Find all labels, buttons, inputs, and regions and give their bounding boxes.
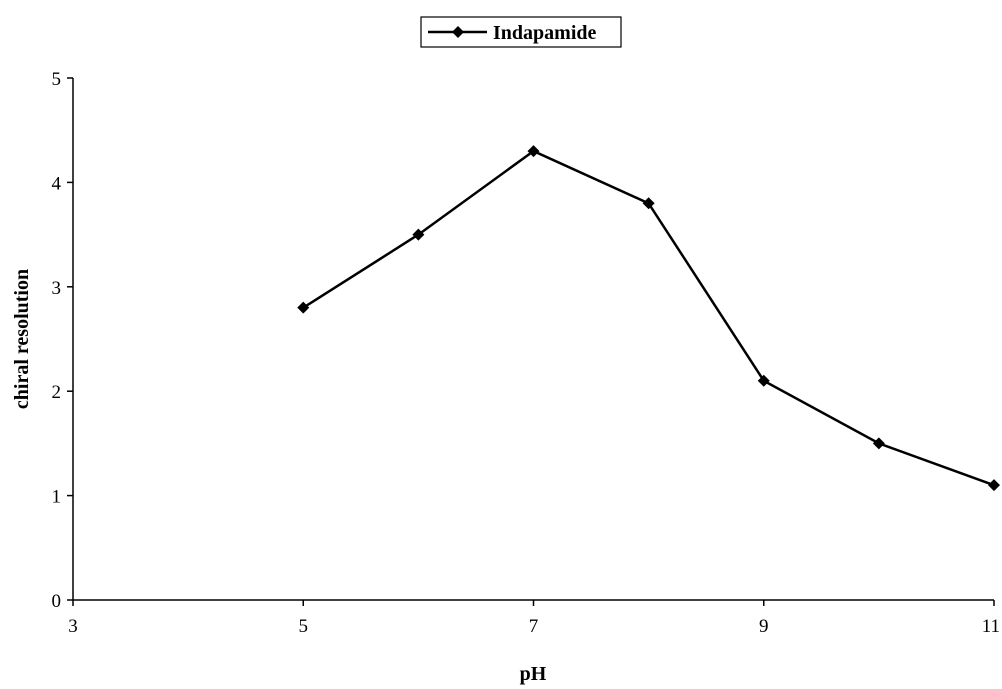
y-tick-label: 1 [52,487,62,508]
legend-marker-diamond-icon [452,26,464,38]
data-point [527,145,540,158]
y-tick-label: 0 [52,591,62,612]
y-ticks: 0 1 2 3 4 5 [52,69,73,612]
x-ticks: 3 5 7 9 11 [68,600,1000,637]
y-tick-label: 4 [52,173,62,194]
y-tick-label: 2 [52,382,62,403]
x-tick-label: 3 [68,616,78,637]
x-tick-label: 7 [529,616,539,637]
legend: Indapamide [420,16,622,48]
data-point [412,228,425,241]
data-point [988,479,1000,492]
data-point [297,301,310,314]
y-tick-label: 5 [52,69,62,90]
x-tick-label: 11 [982,616,1000,637]
x-axis-title: pH [520,663,547,685]
y-tick-label: 3 [52,278,62,299]
x-tick-label: 9 [759,616,769,637]
y-axis-title: chiral resolution [11,269,33,409]
series-layer [297,145,1000,492]
data-point [642,197,655,210]
data-point [872,437,885,450]
x-tick-label: 5 [299,616,309,637]
legend-label: Indapamide [493,22,596,44]
data-point [757,374,770,387]
